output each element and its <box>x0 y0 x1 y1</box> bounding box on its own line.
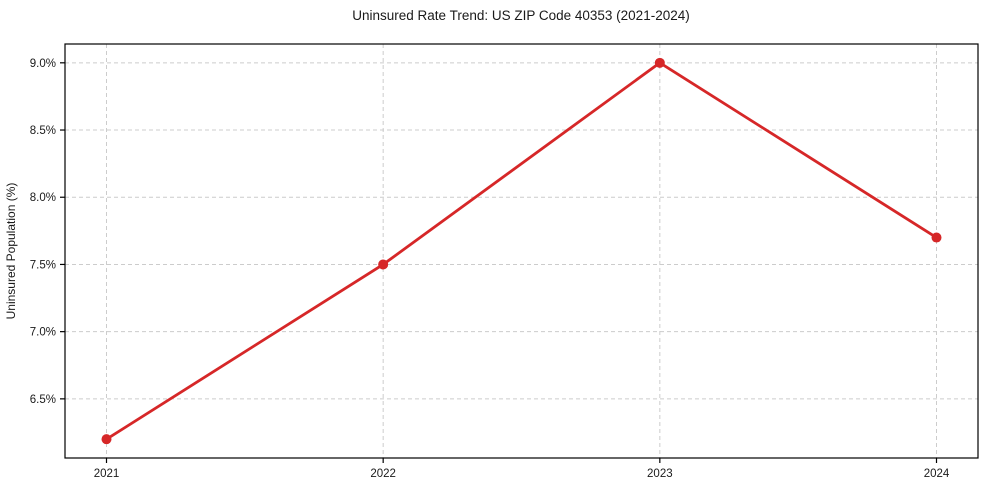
plot-border <box>64 43 979 459</box>
trend-line <box>105 61 938 441</box>
data-series-layer <box>101 57 942 445</box>
data-point-marker <box>654 57 665 68</box>
x-tick-label: 2024 <box>924 468 950 480</box>
grid-layer <box>65 44 978 458</box>
y-tick-label: 7.0% <box>30 327 56 339</box>
y-axis-title: Uninsured Population (%) <box>4 183 18 320</box>
y-tick-label: 6.5% <box>30 394 56 406</box>
x-tick-label: 2021 <box>94 468 120 480</box>
chart-title: Uninsured Rate Trend: US ZIP Code 40353 … <box>352 8 689 23</box>
y-tick-label: 9.0% <box>30 58 56 70</box>
data-point-marker <box>931 232 942 243</box>
axis-layer: 6.5% 7.0% 7.5% 8.0% 8.5% 9.0% 2021 2022 2023 2024 <box>30 43 979 480</box>
x-tick-label: 2023 <box>647 468 673 480</box>
y-tick-label: 8.0% <box>30 192 56 204</box>
y-tick-label: 7.5% <box>30 259 56 271</box>
y-tick-label: 8.5% <box>30 125 56 137</box>
x-tick-label: 2022 <box>370 468 396 480</box>
data-point-marker <box>101 434 112 445</box>
data-point-marker <box>378 259 389 270</box>
